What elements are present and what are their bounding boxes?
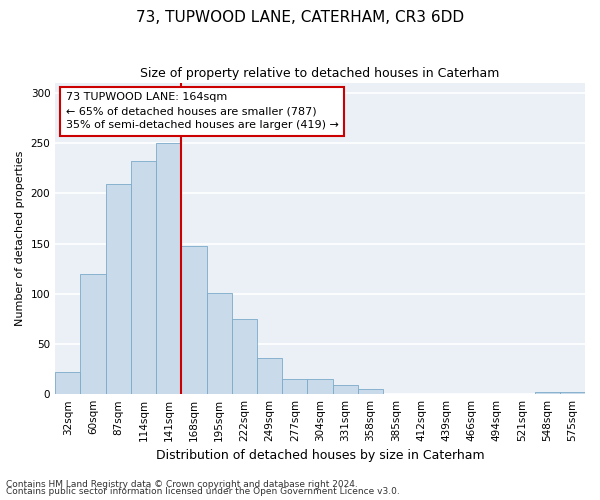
Bar <box>560 392 585 394</box>
Text: Contains public sector information licensed under the Open Government Licence v3: Contains public sector information licen… <box>6 487 400 496</box>
Bar <box>232 319 257 394</box>
Text: 73 TUPWOOD LANE: 164sqm
← 65% of detached houses are smaller (787)
35% of semi-d: 73 TUPWOOD LANE: 164sqm ← 65% of detache… <box>66 92 338 130</box>
Bar <box>332 385 358 394</box>
Y-axis label: Number of detached properties: Number of detached properties <box>15 151 25 326</box>
Bar <box>257 358 282 394</box>
Text: Contains HM Land Registry data © Crown copyright and database right 2024.: Contains HM Land Registry data © Crown c… <box>6 480 358 489</box>
Bar <box>131 162 156 394</box>
Bar <box>80 274 106 394</box>
Bar <box>358 389 383 394</box>
X-axis label: Distribution of detached houses by size in Caterham: Distribution of detached houses by size … <box>156 450 484 462</box>
Bar <box>282 379 307 394</box>
Bar <box>156 144 181 394</box>
Bar <box>55 372 80 394</box>
Bar <box>307 379 332 394</box>
Title: Size of property relative to detached houses in Caterham: Size of property relative to detached ho… <box>140 68 500 80</box>
Bar <box>181 246 206 394</box>
Bar <box>206 293 232 394</box>
Bar <box>535 392 560 394</box>
Text: 73, TUPWOOD LANE, CATERHAM, CR3 6DD: 73, TUPWOOD LANE, CATERHAM, CR3 6DD <box>136 10 464 25</box>
Bar <box>106 184 131 394</box>
